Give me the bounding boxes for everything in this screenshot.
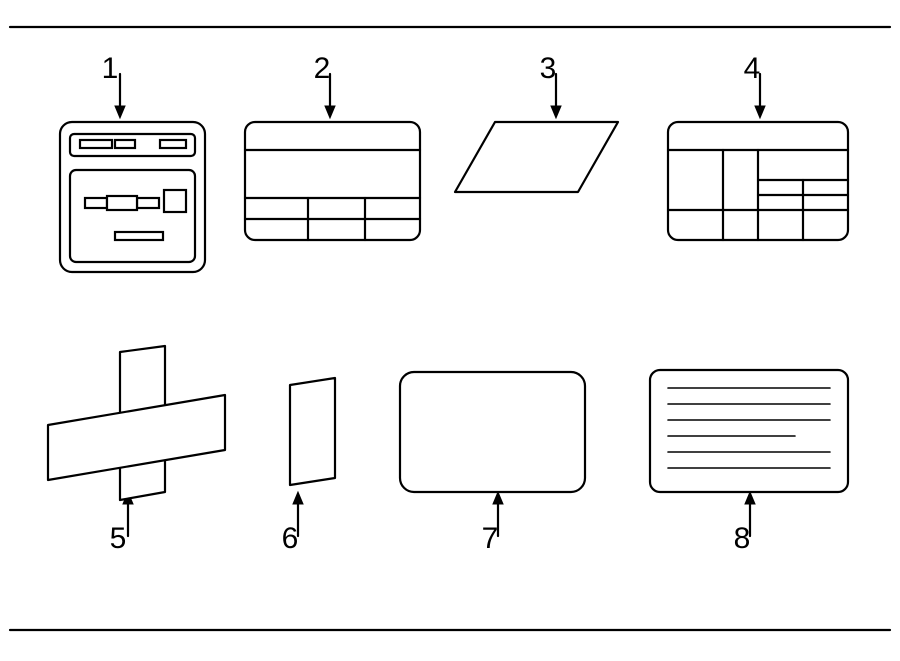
item-2-label: 2 [314,52,331,85]
item-1: 1 [60,52,205,272]
item-6-label: 6 [282,522,299,555]
item-4: 4 [668,52,848,240]
item-5: 5 [48,346,225,555]
item-7-label: 7 [482,522,499,555]
frame-lines [10,27,890,630]
item-1-label: 1 [102,52,119,85]
item-2: 2 [245,52,420,240]
item-5-label: 5 [110,522,127,555]
item-8-label: 8 [734,522,751,555]
item-7: 7 [400,372,585,555]
item-6: 6 [282,378,335,555]
item-8: 8 [650,370,848,555]
item-4-label: 4 [744,52,761,85]
item-3-label: 3 [540,52,557,85]
item-3: 3 [455,52,618,192]
